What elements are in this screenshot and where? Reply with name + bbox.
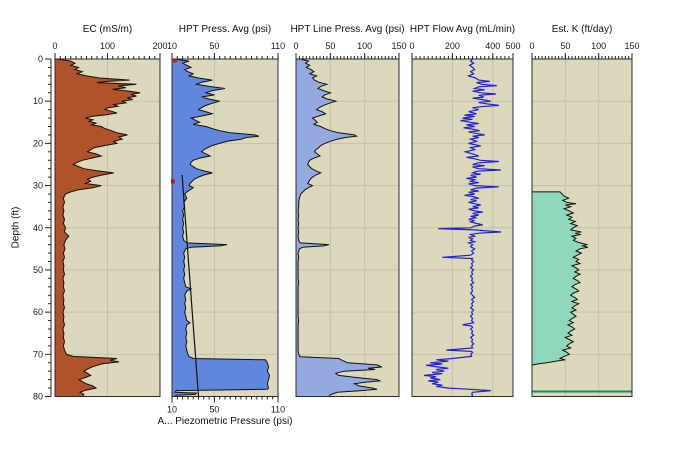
depth-tick-label: 80 [33,392,43,402]
bottom-tick-label: 110 [271,405,285,415]
panel-est-k: 0 50 100 150 [529,41,640,397]
depth-tick-label: 30 [33,181,43,191]
depth-tick-label: 60 [33,307,43,317]
panel-hpt-flow: 0 200 400 500 [409,41,521,397]
x-tick-label: 200 [445,41,460,51]
panel-title-hpt-line-press: HPT Line Press. Avg (psi) [290,24,405,35]
x-tick-label: 100 [357,41,372,51]
piezometric-pressure-line [181,174,200,397]
x-tick-label: 0 [52,41,57,51]
est-k-curve [531,191,589,366]
x-tick-label: 0 [293,41,298,51]
depth-tick-label: 10 [33,96,43,106]
depth-tick-label: 0 [38,54,43,64]
bottom-tick-label: 10 [167,405,177,415]
depth-axis: 0 10 20 30 40 50 60 70 80 [33,54,52,402]
x-tick-label: 0 [529,41,534,51]
depth-tick-label: 70 [33,349,43,359]
water-table-marker [171,179,176,184]
panel-hpt-line-press: 0 50 100 150 [293,41,407,397]
ec-curve [54,58,141,397]
depth-tick-label: 50 [33,265,43,275]
panel-title-ec: EC (mS/m) [82,24,133,35]
panel-ec: 0 100 200 [52,41,168,397]
bottom-tick-label: 50 [209,405,219,415]
x-tick-label: 150 [391,41,406,51]
panel-title-est-k: Est. K (ft/day) [551,24,613,35]
hpt-press-curve [171,58,271,397]
x-tick-label: 100 [591,41,606,51]
x-tick-label: 400 [485,41,500,51]
depth-tick-label: 20 [33,138,43,148]
panel-hpt-press: 10 50 110 10 50 110 [167,41,285,415]
x-tick-label: 10 [167,41,177,51]
depth-tick-label: 40 [33,223,43,233]
hpt-line-press-curve [295,58,383,397]
hpt-flow-curve [424,58,501,397]
panel-title-hpt-flow: HPT Flow Avg (mL/min) [409,24,516,35]
panel-border [411,58,514,397]
x-tick-label: 50 [560,41,570,51]
x-tick-label: 50 [325,41,335,51]
x-tick-label: 100 [100,41,115,51]
x-tick-label: 110 [271,41,285,51]
x-tick-label: 50 [209,41,219,51]
water-table-marker [173,58,178,63]
panel-title-hpt-press: HPT Press. Avg (psi) [178,24,272,35]
x-tick-label: 150 [624,41,639,51]
x-tick-label: 0 [409,41,414,51]
piezometric-axis-label: A... Piezometric Pressure (psi) [157,416,293,427]
x-tick-label: 200 [152,41,167,51]
x-tick-label: 500 [505,41,520,51]
